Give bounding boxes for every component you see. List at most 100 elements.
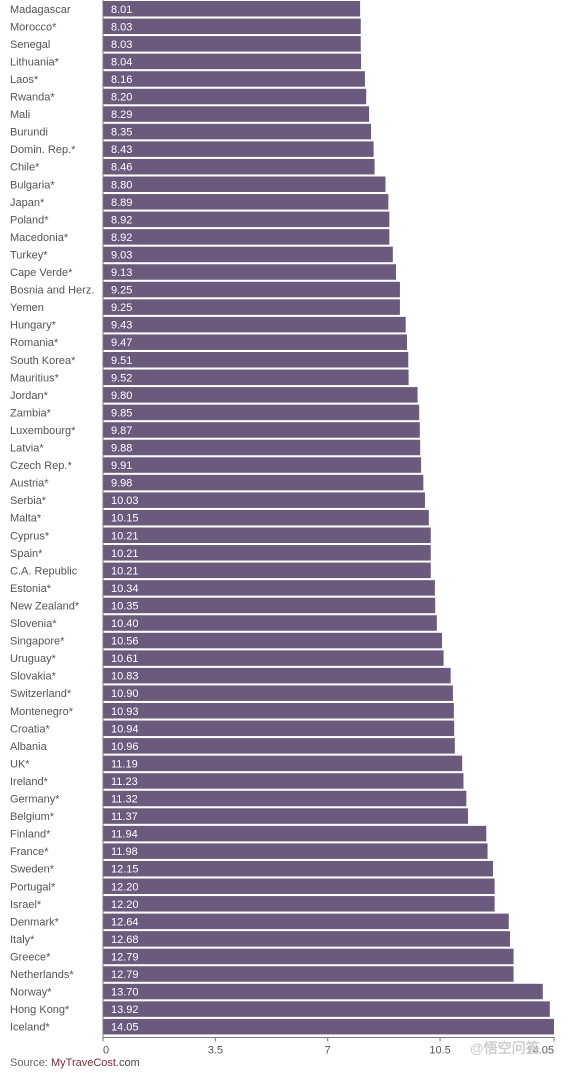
category-label: Croatia* xyxy=(10,723,50,735)
bar xyxy=(103,194,389,210)
value-label: 10.90 xyxy=(111,688,139,700)
category-label: Germany* xyxy=(10,794,60,806)
value-label: 8.92 xyxy=(111,232,132,244)
bar xyxy=(103,211,390,228)
value-label: 8.16 xyxy=(111,74,132,86)
category-label: Serbia* xyxy=(10,495,47,507)
bar xyxy=(103,1001,550,1017)
bar xyxy=(103,106,370,122)
category-label: Montenegro* xyxy=(10,706,74,718)
bar xyxy=(103,281,400,298)
bar xyxy=(103,352,409,368)
bar xyxy=(103,299,400,315)
category-label: Zambia* xyxy=(10,407,52,419)
bar xyxy=(103,123,372,140)
value-label: 8.03 xyxy=(111,21,132,33)
category-label: C.A. Republic xyxy=(10,565,78,577)
value-label: 12.20 xyxy=(111,899,139,911)
category-label: Japan* xyxy=(10,197,45,209)
value-label: 14.05 xyxy=(111,1022,139,1034)
value-label: 10.94 xyxy=(111,723,139,735)
value-label: 9.43 xyxy=(111,320,132,332)
category-label: Sweden* xyxy=(10,864,55,876)
category-label: Luxembourg* xyxy=(10,425,76,437)
bar xyxy=(103,545,431,561)
category-label: Macedonia* xyxy=(10,232,69,244)
x-tick-label: 3.5 xyxy=(208,1044,223,1056)
value-label: 8.80 xyxy=(111,179,132,191)
category-label: Slovenia* xyxy=(10,618,57,630)
category-label: Cape Verde* xyxy=(10,267,73,279)
bar xyxy=(103,527,431,543)
value-label: 8.03 xyxy=(111,39,132,51)
source-brand-b: Cost xyxy=(93,1057,116,1069)
category-label: Belgium* xyxy=(10,811,55,823)
value-label: 11.32 xyxy=(111,794,138,806)
value-label: 10.56 xyxy=(111,636,139,648)
value-label: 9.03 xyxy=(111,249,132,261)
bar xyxy=(103,685,453,701)
bar xyxy=(103,878,495,894)
value-label: 10.61 xyxy=(111,653,139,665)
bar xyxy=(103,843,488,859)
value-label: 9.87 xyxy=(111,425,132,437)
category-label: Domin. Rep.* xyxy=(10,144,76,156)
bar xyxy=(103,1018,554,1035)
bar xyxy=(103,1,361,17)
category-label: UK* xyxy=(10,758,30,770)
category-label: Jordan* xyxy=(10,390,49,402)
value-label: 10.93 xyxy=(111,706,139,718)
bar xyxy=(103,474,424,491)
watermark: @悟空问答 xyxy=(470,1040,540,1056)
x-tick-label: 0 xyxy=(103,1044,109,1056)
bar xyxy=(103,457,422,473)
category-label: Slovakia* xyxy=(10,671,57,683)
source-brand-a: MyTrave xyxy=(50,1057,94,1069)
value-label: 9.13 xyxy=(111,267,132,279)
bar xyxy=(103,667,451,684)
bar xyxy=(103,650,444,666)
category-label: Rwanda* xyxy=(10,92,55,104)
value-label: 13.70 xyxy=(111,987,139,999)
bar xyxy=(103,703,454,719)
category-label: Senegal xyxy=(10,39,50,51)
bar xyxy=(103,632,442,649)
value-label: 12.79 xyxy=(111,969,139,981)
value-label: 9.91 xyxy=(111,460,132,472)
category-label: Czech Rep.* xyxy=(10,460,72,472)
bar xyxy=(103,36,361,52)
category-label: Switzerland* xyxy=(10,688,72,700)
category-label: New Zealand* xyxy=(10,600,80,612)
bar xyxy=(103,246,393,263)
value-label: 11.37 xyxy=(111,811,138,823)
value-label: 11.23 xyxy=(111,776,138,788)
bar xyxy=(103,404,420,421)
value-label: 10.21 xyxy=(111,530,139,542)
category-label: Latvia* xyxy=(10,443,44,455)
value-label: 8.01 xyxy=(111,4,132,16)
category-label: Ireland* xyxy=(10,776,49,788)
bar xyxy=(103,334,407,350)
category-label: Portugal* xyxy=(10,881,56,893)
value-label: 8.46 xyxy=(111,162,132,174)
value-label: 11.98 xyxy=(111,846,138,858)
value-label: 10.21 xyxy=(111,565,139,577)
value-label: 10.21 xyxy=(111,548,139,560)
value-label: 9.80 xyxy=(111,390,132,402)
value-label: 9.98 xyxy=(111,478,132,490)
category-label: Norway* xyxy=(10,987,52,999)
bar xyxy=(103,492,425,508)
category-label: Spain* xyxy=(10,548,43,560)
bar xyxy=(103,896,495,912)
value-label: 8.20 xyxy=(111,92,132,104)
bar xyxy=(103,141,374,157)
source-suffix: .com xyxy=(115,1057,140,1069)
value-label: 11.19 xyxy=(111,758,138,770)
source-prefix: Source: xyxy=(10,1057,51,1069)
bar xyxy=(103,18,361,35)
value-label: 8.89 xyxy=(111,197,132,209)
category-label: Denmark* xyxy=(10,916,60,928)
value-label: 10.35 xyxy=(111,600,139,612)
value-label: 9.25 xyxy=(111,285,132,297)
